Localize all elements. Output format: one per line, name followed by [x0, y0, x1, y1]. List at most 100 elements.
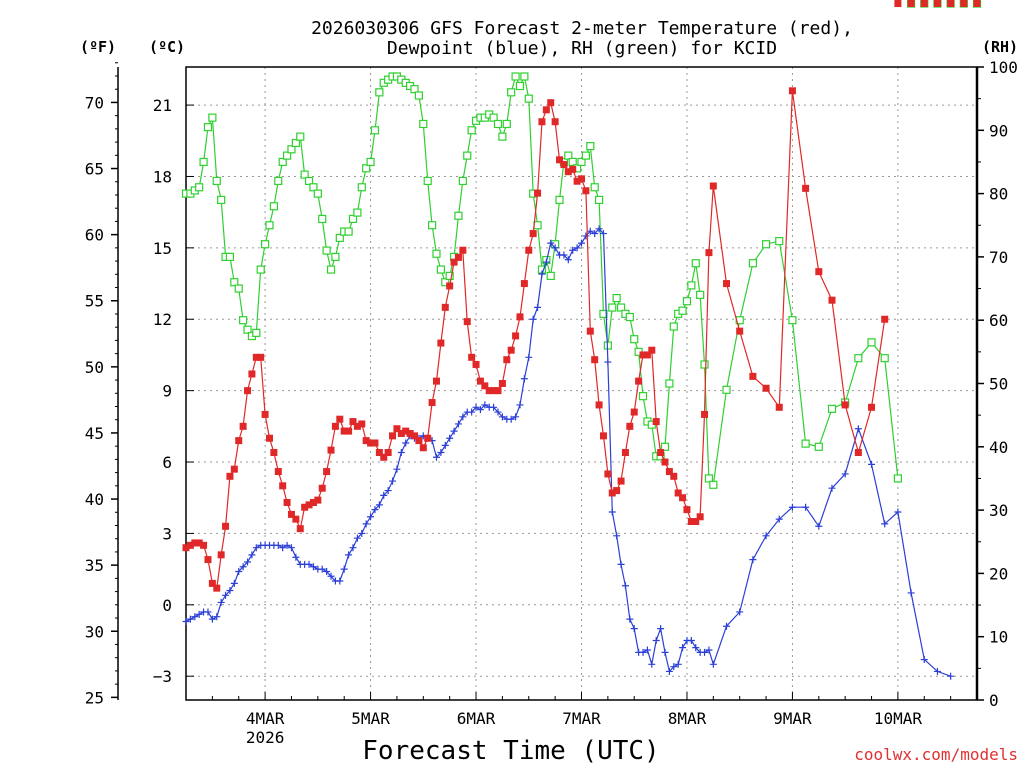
2-meter-temperature-point-73 — [503, 356, 511, 364]
x-tick-9MAR: 9MAR — [773, 709, 812, 728]
rh-point-43 — [370, 126, 380, 135]
dewpoint-line — [185, 227, 951, 677]
2-meter-temperature-point-107 — [652, 418, 660, 426]
dewpoint-point-84 — [551, 244, 559, 252]
dewpoint-point-58 — [437, 449, 445, 457]
2-meter-temperature-point-78 — [525, 246, 533, 254]
rh-point-94 — [594, 195, 604, 205]
rh-point-5 — [203, 123, 213, 132]
2-meter-temperature-point-26 — [296, 525, 304, 533]
rh-point-126 — [788, 316, 797, 325]
2-meter-temperature-point-137 — [933, 0, 941, 7]
2-meter-temperature-point-44 — [375, 449, 383, 457]
dewpoint-point-120 — [709, 660, 717, 668]
2-meter-temperature-point-128 — [815, 268, 823, 276]
dewpoint-point-28 — [305, 560, 313, 568]
rh-point-10 — [225, 252, 235, 261]
dewpoint-point-122 — [736, 608, 744, 616]
2-meter-temperature-point-65 — [468, 353, 476, 361]
rh-tick-80: 80 — [989, 185, 1008, 204]
dewpoint-point-2 — [191, 613, 199, 621]
x-tick-year: 2026 — [246, 728, 285, 747]
fahrenheit-tick-45: 45 — [85, 424, 104, 443]
fahrenheit-tick-30: 30 — [85, 622, 104, 641]
rh-point-95 — [599, 309, 608, 318]
dewpoint-point-135 — [907, 589, 915, 597]
2-meter-temperature-point-99 — [617, 477, 625, 485]
celsius-tick-3: 3 — [162, 524, 172, 543]
rh-tick-90: 90 — [989, 121, 1008, 140]
2-meter-temperature-point-35 — [336, 415, 344, 423]
dewpoint-point-63 — [459, 413, 467, 421]
rh-point-24 — [287, 145, 296, 154]
dewpoint-point-24 — [287, 544, 295, 552]
2-meter-temperature-point-38 — [349, 418, 357, 426]
rh-tick-0: 0 — [989, 691, 999, 710]
dewpoint-point-110 — [665, 667, 673, 675]
2-meter-temperature-point-100 — [621, 449, 629, 457]
fahrenheit-tick-70: 70 — [85, 93, 104, 112]
2-meter-temperature-point-79 — [529, 230, 537, 238]
rh-point-35 — [335, 233, 344, 243]
rh-point-22 — [278, 157, 287, 167]
dewpoint-point-127 — [802, 503, 810, 511]
2-meter-temperature-point-69 — [485, 387, 493, 395]
2-meter-temperature-point-21 — [274, 468, 282, 476]
rh-point-73 — [502, 119, 511, 129]
rh-point-63 — [458, 176, 467, 186]
dewpoint-point-8 — [217, 598, 225, 606]
rh-point-88 — [568, 157, 577, 167]
2-meter-temperature-point-80 — [534, 189, 542, 197]
rh-point-58 — [436, 265, 445, 274]
rh-point-54 — [419, 119, 428, 129]
2-meter-temperature-point-118 — [701, 410, 709, 418]
dewpoint-point-41 — [362, 520, 370, 528]
2-meter-temperature-point-17 — [257, 353, 265, 361]
2-meter-temperature-point-135 — [907, 0, 915, 7]
rh-point-34 — [331, 252, 340, 261]
rh-point-52 — [410, 85, 419, 94]
x-axis-label: Forecast Time (UTC) — [362, 736, 659, 766]
dewpoint-point-78 — [525, 353, 533, 361]
rh-point-110 — [665, 379, 674, 388]
dewpoint-point-71 — [494, 408, 502, 416]
dewpoint-point-118 — [701, 648, 709, 656]
2-meter-temperature-point-139 — [960, 0, 968, 7]
rh-point-118 — [700, 360, 709, 369]
dewpoint-point-108 — [657, 625, 665, 633]
dewpoint-point-57 — [432, 453, 440, 461]
rh-point-127 — [801, 439, 810, 448]
2-meter-temperature-point-86 — [560, 161, 568, 169]
2-meter-temperature-point-36 — [340, 427, 348, 435]
2-meter-temperature-point-13 — [239, 422, 247, 430]
2-meter-temperature-point-56 — [428, 399, 436, 407]
dewpoint-point-47 — [389, 477, 397, 485]
rh-tick-20: 20 — [989, 564, 1008, 583]
2-meter-temperature-point-4 — [200, 541, 208, 549]
dewpoint-point-128 — [815, 522, 823, 530]
2-meter-temperature-point-19 — [265, 434, 273, 442]
dewpoint-point-79 — [529, 315, 537, 323]
rh-point-33 — [326, 265, 336, 274]
2-meter-temperature-point-76 — [516, 313, 524, 321]
celsius-tick-15: 15 — [153, 239, 172, 258]
2-meter-temperature-point-122 — [736, 327, 744, 335]
rh-point-64 — [463, 151, 472, 160]
rh-point-55 — [423, 176, 432, 186]
rh-point-12 — [234, 284, 243, 293]
2-meter-temperature-point-12 — [235, 437, 243, 445]
rh-point-20 — [269, 202, 278, 211]
2-meter-temperature-point-68 — [481, 382, 489, 390]
rh-point-59 — [441, 278, 450, 287]
dewpoint-point-129 — [828, 484, 836, 492]
dewpoint-point-101 — [626, 615, 634, 623]
celsius-tick-21: 21 — [153, 96, 172, 115]
2-meter-temperature-point-132 — [868, 403, 876, 411]
dewpoint-point-14 — [244, 558, 252, 566]
dewpoint-point-0 — [182, 617, 190, 625]
dewpoint-point-46 — [384, 487, 392, 495]
2-meter-temperature-point-123 — [749, 372, 757, 380]
credit-link[interactable]: coolwx.com/models — [854, 745, 1018, 764]
rh-point-129 — [827, 404, 837, 413]
dewpoint-point-83 — [547, 239, 555, 247]
